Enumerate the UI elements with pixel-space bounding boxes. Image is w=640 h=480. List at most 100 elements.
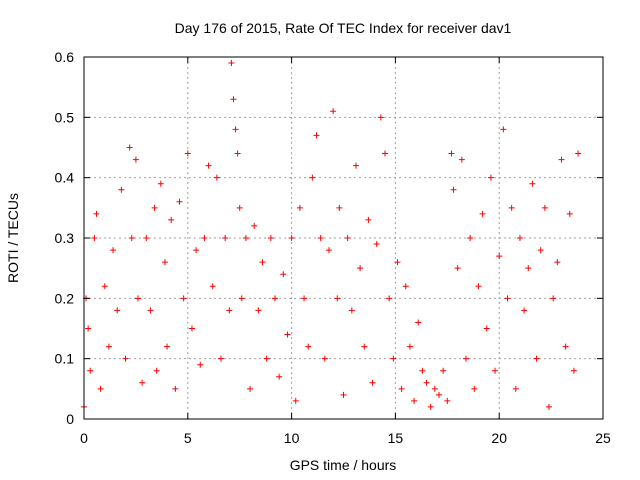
data-point: [352, 162, 359, 169]
data-point: [205, 162, 212, 169]
y-tick-label: 0.1: [55, 351, 75, 367]
y-tick-label: 0.6: [55, 49, 75, 65]
data-point: [259, 259, 266, 266]
data-point: [562, 343, 569, 350]
data-point: [114, 307, 121, 314]
data-point: [242, 235, 249, 241]
data-point: [232, 126, 239, 133]
data-point: [344, 235, 351, 241]
data-point: [521, 307, 528, 314]
data-point: [105, 343, 112, 350]
data-point: [284, 331, 291, 338]
data-point: [386, 295, 393, 302]
data-point: [271, 295, 278, 302]
x-tick-label: 25: [595, 430, 611, 446]
data-point: [330, 108, 337, 115]
data-point: [301, 295, 308, 302]
data-point: [440, 367, 447, 374]
y-tick-label: 0.4: [55, 170, 75, 186]
data-point: [97, 385, 104, 392]
data-point: [247, 385, 254, 392]
data-point: [406, 343, 413, 350]
data-point: [504, 295, 511, 302]
data-point: [157, 180, 164, 187]
data-point: [168, 216, 175, 223]
data-point: [492, 367, 499, 374]
data-point: [398, 385, 405, 392]
data-point: [238, 295, 245, 302]
data-point: [197, 361, 204, 368]
data-point: [325, 247, 332, 254]
data-point: [184, 150, 191, 157]
data-point: [334, 295, 341, 302]
data-point: [93, 210, 100, 217]
x-tick-label: 5: [184, 430, 192, 446]
data-point: [251, 222, 258, 229]
data-point: [228, 60, 235, 67]
data-point: [570, 367, 577, 374]
data-point: [292, 397, 299, 404]
data-point: [566, 210, 573, 217]
data-point: [444, 397, 451, 404]
y-tick-label: 0.5: [55, 109, 75, 125]
data-point: [128, 235, 135, 241]
data-point: [467, 235, 474, 241]
data-point: [450, 186, 457, 193]
data-point: [541, 204, 548, 211]
data-point: [487, 174, 494, 181]
data-point: [512, 385, 519, 392]
y-tick-label: 0.2: [55, 290, 75, 306]
data-point: [143, 235, 150, 241]
data-point: [508, 204, 515, 211]
data-point: [336, 204, 343, 211]
data-point: [85, 325, 92, 332]
data-point: [101, 283, 108, 290]
data-point: [394, 259, 401, 266]
data-point: [431, 385, 438, 392]
data-point: [296, 204, 303, 211]
data-point: [558, 156, 565, 163]
data-point: [529, 180, 536, 187]
data-point: [402, 283, 409, 290]
data-point: [516, 235, 523, 241]
data-point: [462, 355, 469, 362]
data-point: [118, 186, 125, 193]
data-point: [91, 235, 98, 241]
data-points-layer: [81, 60, 582, 410]
data-point: [448, 150, 455, 157]
data-point: [427, 403, 434, 410]
data-point: [180, 295, 187, 302]
data-point: [218, 355, 225, 362]
data-point: [317, 235, 324, 241]
data-point: [373, 241, 380, 248]
data-point: [276, 373, 283, 380]
data-point: [365, 216, 372, 223]
data-point: [132, 156, 139, 163]
data-point: [419, 367, 426, 374]
data-point: [263, 355, 270, 362]
data-point: [280, 271, 287, 278]
data-point: [479, 210, 486, 217]
data-point: [226, 307, 233, 314]
data-point: [288, 235, 295, 241]
data-point: [348, 307, 355, 314]
data-point: [172, 385, 179, 392]
data-point: [415, 319, 422, 326]
data-point: [454, 265, 461, 272]
data-point: [222, 235, 229, 241]
grid-layer: [84, 57, 603, 419]
data-point: [234, 150, 241, 157]
x-tick-label: 15: [388, 430, 404, 446]
data-point: [340, 391, 347, 398]
data-point: [147, 307, 154, 314]
data-point: [361, 343, 368, 350]
data-point: [390, 355, 397, 362]
y-tick-label: 0: [66, 411, 74, 427]
data-point: [161, 259, 168, 266]
data-point: [321, 355, 328, 362]
data-point: [357, 265, 364, 272]
data-point: [500, 126, 507, 133]
data-point: [126, 144, 133, 151]
x-tick-label: 20: [491, 430, 507, 446]
data-point: [423, 379, 430, 386]
